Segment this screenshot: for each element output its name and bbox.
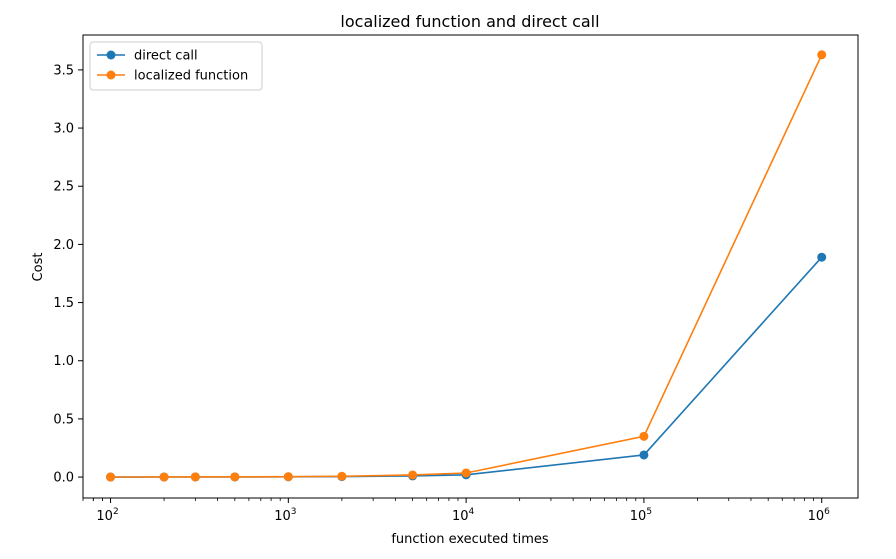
y-tick-label: 3.0 <box>53 122 74 137</box>
x-tick-base: 10 <box>274 509 291 524</box>
legend-label: direct call <box>134 49 198 64</box>
x-tick-exponent: 5 <box>646 507 652 517</box>
x-tick-label: 105 <box>630 507 652 524</box>
data-point <box>337 471 347 481</box>
data-point <box>817 252 827 262</box>
data-point <box>639 450 649 460</box>
series-0 <box>106 252 827 482</box>
series-layer <box>106 50 827 482</box>
x-tick-exponent: 4 <box>469 507 475 517</box>
data-point <box>159 472 169 482</box>
x-tick-label: 104 <box>452 507 475 524</box>
data-point <box>190 472 200 482</box>
y-axis-label: Cost <box>31 253 46 282</box>
x-tick-base: 10 <box>808 509 825 524</box>
y-tick-label: 0.0 <box>53 471 74 486</box>
x-tick-label: 106 <box>808 507 831 524</box>
y-tick-label: 0.5 <box>53 412 74 427</box>
data-point <box>106 472 116 482</box>
legend-marker <box>106 50 116 60</box>
series-line <box>110 54 823 478</box>
x-tick-exponent: 2 <box>113 507 119 517</box>
x-tick-exponent: 6 <box>824 507 830 517</box>
y-tick-label: 2.0 <box>53 238 74 253</box>
y-tick-label: 1.5 <box>53 296 74 311</box>
data-point <box>461 468 471 478</box>
x-tick-base: 10 <box>630 509 647 524</box>
axes-frame <box>82 34 859 499</box>
data-point <box>639 431 649 441</box>
x-tick-exponent: 3 <box>291 507 297 517</box>
chart-title: localized function and direct call <box>340 12 599 31</box>
x-tick-label: 103 <box>274 507 296 524</box>
x-axis-label: function executed times <box>391 532 549 547</box>
x-tick-base: 10 <box>452 509 469 524</box>
legend-label: localized function <box>134 69 248 84</box>
data-point <box>230 472 240 482</box>
data-point <box>817 50 827 60</box>
legend: direct call localized function <box>89 41 263 91</box>
data-point <box>408 470 418 480</box>
legend-marker <box>106 70 116 80</box>
y-tick-label: 3.5 <box>53 63 74 78</box>
x-tick-label: 102 <box>96 507 118 524</box>
data-point <box>283 472 293 482</box>
series-line <box>110 256 823 478</box>
y-tick-label: 2.5 <box>53 180 74 195</box>
x-tick-base: 10 <box>96 509 113 524</box>
series-1 <box>106 50 827 482</box>
y-tick-label: 1.0 <box>53 354 74 369</box>
legend-box <box>89 41 263 91</box>
